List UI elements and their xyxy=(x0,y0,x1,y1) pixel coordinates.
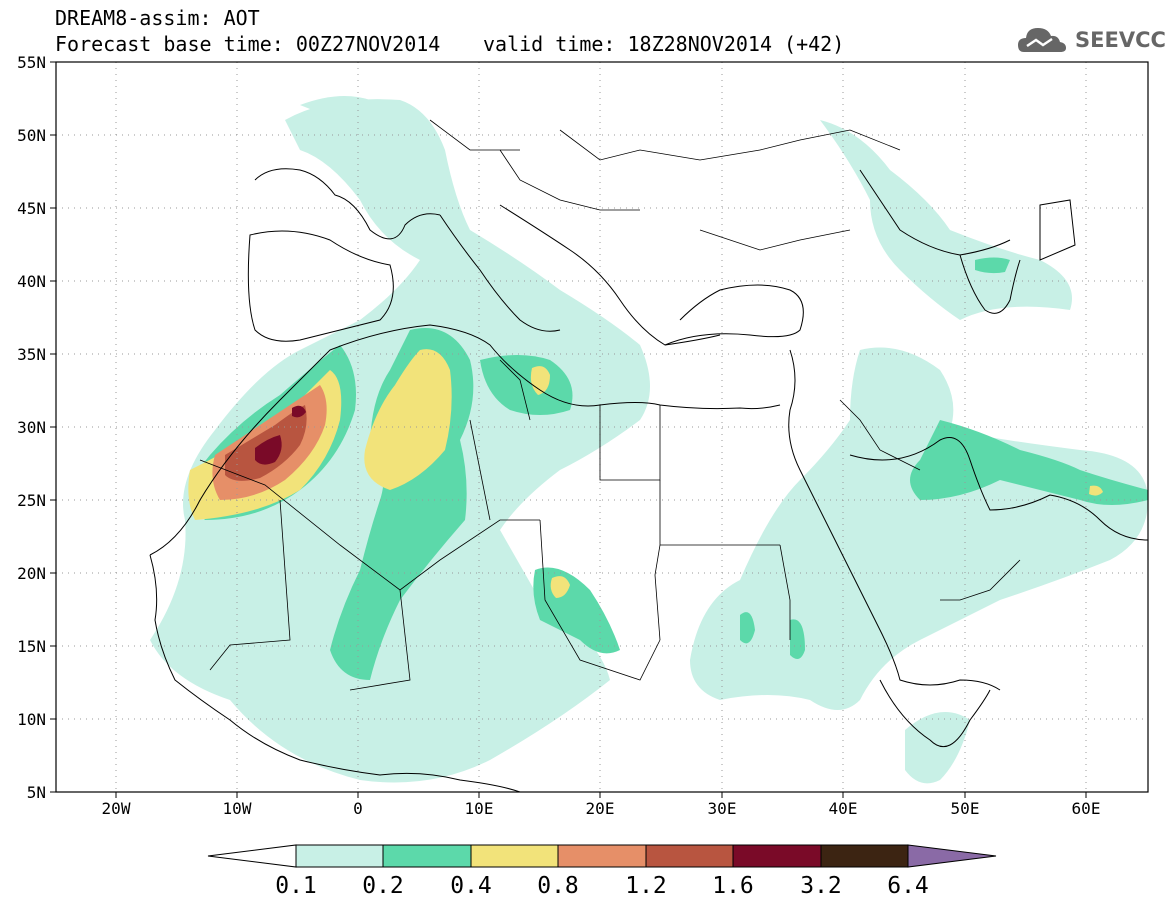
coastlines xyxy=(149,168,1148,792)
lat-label: 55N xyxy=(17,53,46,72)
colorbar xyxy=(207,844,997,868)
forecast-base-time: Forecast base time: 00Z27NOV2014 xyxy=(55,32,441,56)
lat-label: 35N xyxy=(17,345,46,364)
cloud-logo-icon xyxy=(1018,28,1066,52)
lon-label: 10W xyxy=(223,799,252,818)
lon-label: 50E xyxy=(951,799,980,818)
lat-label: 30N xyxy=(17,418,46,437)
colorbar-bin xyxy=(645,844,734,868)
lon-label: 60E xyxy=(1072,799,1101,818)
colorbar-label: 0.2 xyxy=(362,873,404,899)
lon-label: 10E xyxy=(465,799,494,818)
lat-label: 40N xyxy=(17,272,46,291)
lon-label: 40E xyxy=(829,799,858,818)
tick-marks xyxy=(50,61,1087,798)
country-borders xyxy=(199,119,1021,691)
aot-contour-1.6 xyxy=(255,405,306,465)
colorbar-bin xyxy=(820,844,909,868)
lat-label: 25N xyxy=(17,491,46,510)
colorbar-label: 0.8 xyxy=(537,873,579,899)
colorbar-label: 6.4 xyxy=(887,873,929,899)
longitude-labels: 20W 10W 0 10E 20E 30E 40E 50E 60E xyxy=(102,799,1101,818)
colorbar-labels: 0.1 0.2 0.4 0.8 1.2 1.6 3.2 6.4 xyxy=(275,873,929,899)
colorbar-label: 1.6 xyxy=(712,873,754,899)
colorbar-label: 1.2 xyxy=(625,873,667,899)
colorbar-left-arrow xyxy=(207,844,297,868)
graticule xyxy=(56,62,1148,792)
colorbar-bin xyxy=(295,844,384,868)
colorbar-bin xyxy=(382,844,472,868)
colorbar-bin xyxy=(557,844,647,868)
lat-label: 15N xyxy=(17,637,46,656)
logo-text: SEEVCCC xyxy=(1075,28,1165,52)
lat-label: 50N xyxy=(17,126,46,145)
lon-label: 20W xyxy=(102,799,131,818)
lat-label: 20N xyxy=(17,564,46,583)
colorbar-right-arrow xyxy=(907,844,997,868)
colorbar-label: 0.4 xyxy=(450,873,492,899)
lon-label: 0 xyxy=(353,799,363,818)
lat-label: 5N xyxy=(27,783,46,802)
colorbar-label: 0.1 xyxy=(275,873,317,899)
colorbar-bin xyxy=(470,844,559,868)
latitude-labels: 55N 50N 45N 40N 35N 30N 25N 20N 15N 10N … xyxy=(17,53,46,802)
lat-label: 45N xyxy=(17,199,46,218)
lat-label: 10N xyxy=(17,710,46,729)
colorbar-label: 3.2 xyxy=(800,873,842,899)
lon-label: 30E xyxy=(708,799,737,818)
map-title: DREAM8-assim: AOT xyxy=(55,6,260,30)
colorbar-bin xyxy=(732,844,822,868)
lon-label: 20E xyxy=(586,799,615,818)
valid-time: valid time: 18Z28NOV2014 (+42) xyxy=(483,32,845,56)
